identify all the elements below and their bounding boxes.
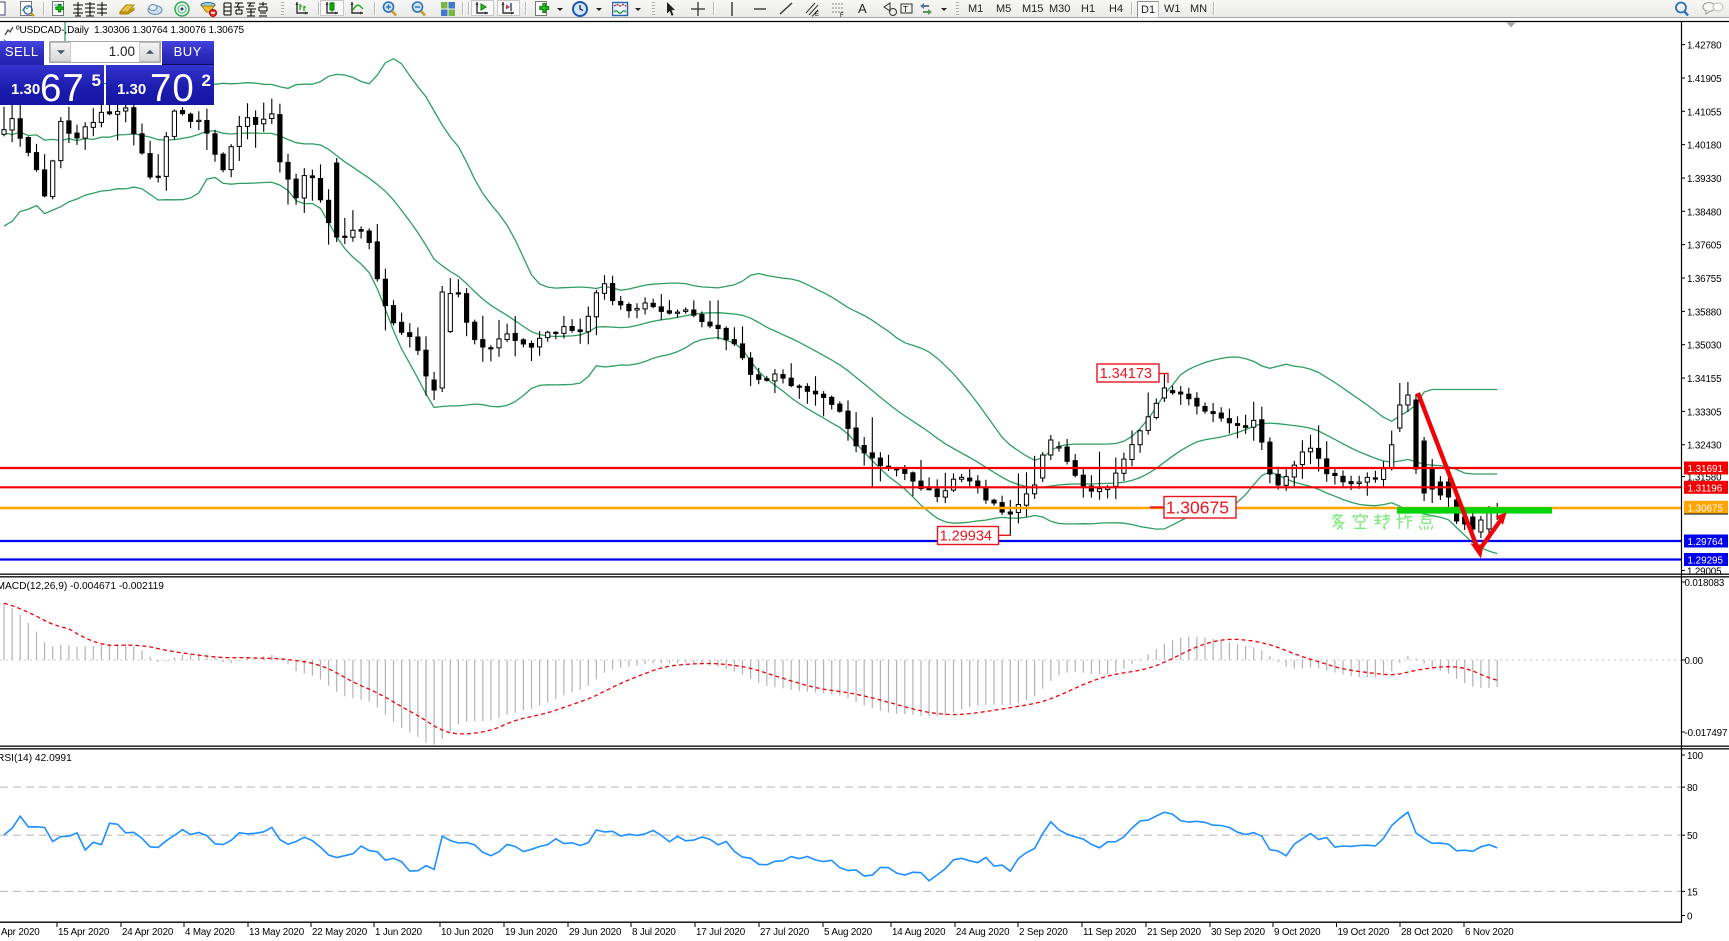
svg-text:6 Nov 2020: 6 Nov 2020 [1465, 927, 1514, 938]
svg-text:2 Sep 2020: 2 Sep 2020 [1019, 927, 1068, 938]
svg-text:28 Oct 2020: 28 Oct 2020 [1401, 927, 1453, 938]
svg-text:0: 0 [1687, 912, 1693, 923]
svg-text:-0.017497: -0.017497 [1685, 728, 1728, 739]
svg-text:1.38480: 1.38480 [1687, 207, 1722, 218]
svg-text:30 Sep 2020: 30 Sep 2020 [1211, 927, 1266, 938]
svg-text:8 Jul 2020: 8 Jul 2020 [632, 927, 676, 938]
svg-text:1.30675: 1.30675 [1688, 503, 1724, 514]
svg-text:1.29934: 1.29934 [940, 529, 992, 545]
svg-text:1 Jun 2020: 1 Jun 2020 [375, 927, 423, 938]
svg-text:MACD(12,26,9) -0.004671 -0.002: MACD(12,26,9) -0.004671 -0.002119 [0, 581, 164, 592]
svg-text:1.33305: 1.33305 [1687, 407, 1722, 418]
svg-text:1.31691: 1.31691 [1688, 464, 1723, 475]
svg-text:E: E [815, 12, 819, 17]
svg-text:21 Sep 2020: 21 Sep 2020 [1147, 927, 1202, 938]
svg-text:Apr 2020: Apr 2020 [1, 927, 40, 938]
svg-text:T: T [903, 5, 908, 14]
svg-text:29 Jun 2020: 29 Jun 2020 [569, 927, 622, 938]
svg-text:80: 80 [1687, 783, 1698, 794]
svg-text:19 Jun 2020: 19 Jun 2020 [505, 927, 558, 938]
svg-text:27 Jul 2020: 27 Jul 2020 [760, 927, 810, 938]
svg-text:1.29295: 1.29295 [1688, 556, 1724, 567]
svg-text:13 May 2020: 13 May 2020 [249, 927, 305, 938]
svg-text:22 May 2020: 22 May 2020 [312, 927, 368, 938]
svg-text:1.30675: 1.30675 [1166, 498, 1229, 518]
svg-text:14 Aug 2020: 14 Aug 2020 [892, 927, 946, 938]
svg-text:RSI(14) 42.0991: RSI(14) 42.0991 [0, 753, 72, 764]
svg-text:15: 15 [1687, 887, 1698, 898]
svg-text:F: F [840, 13, 844, 17]
svg-text:9 Oct 2020: 9 Oct 2020 [1274, 927, 1321, 938]
svg-text:1.42780: 1.42780 [1687, 41, 1722, 52]
svg-text:1.31580: 1.31580 [1687, 473, 1722, 484]
svg-text:1.41905: 1.41905 [1687, 74, 1722, 85]
svg-text:1.40180: 1.40180 [1687, 141, 1722, 152]
svg-text:5 Aug 2020: 5 Aug 2020 [824, 927, 873, 938]
svg-text:100: 100 [1687, 751, 1704, 762]
svg-text:17 Jul 2020: 17 Jul 2020 [696, 927, 746, 938]
svg-text:0.00: 0.00 [1685, 656, 1704, 667]
svg-text:11 Sep 2020: 11 Sep 2020 [1083, 927, 1137, 938]
svg-text:50: 50 [1687, 831, 1698, 842]
svg-text:0.018083: 0.018083 [1685, 578, 1725, 589]
svg-text:1.35030: 1.35030 [1687, 341, 1722, 352]
svg-text:1.39330: 1.39330 [1687, 174, 1722, 185]
svg-text:1.41055: 1.41055 [1687, 107, 1722, 118]
svg-text:1.29764: 1.29764 [1688, 537, 1724, 548]
svg-text:1.29005: 1.29005 [1687, 567, 1722, 578]
svg-text:1.32430: 1.32430 [1687, 441, 1722, 452]
svg-text:15 Apr 2020: 15 Apr 2020 [58, 927, 110, 938]
svg-text:1.37605: 1.37605 [1687, 241, 1722, 252]
svg-text:10 Jun 2020: 10 Jun 2020 [441, 927, 494, 938]
svg-text:19 Oct 2020: 19 Oct 2020 [1338, 927, 1390, 938]
svg-text:1.35880: 1.35880 [1687, 307, 1722, 318]
svg-text:24 Apr 2020: 24 Apr 2020 [122, 927, 174, 938]
svg-text:24 Aug 2020: 24 Aug 2020 [956, 927, 1010, 938]
svg-text:1.34155: 1.34155 [1687, 374, 1722, 385]
svg-text:1.34173: 1.34173 [1100, 366, 1152, 382]
svg-text:4 May 2020: 4 May 2020 [185, 927, 235, 938]
svg-text:1.31196: 1.31196 [1688, 483, 1723, 494]
svg-text:1.36755: 1.36755 [1687, 274, 1722, 285]
